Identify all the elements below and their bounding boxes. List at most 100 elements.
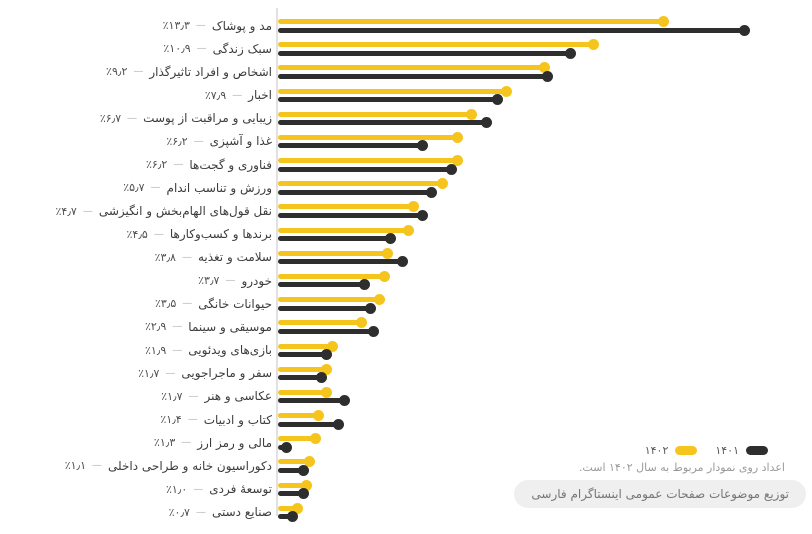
category-label: کتاب و ادبیات [203, 412, 272, 427]
category-label: مد و پوشاک [211, 18, 272, 33]
bar-1402 [278, 155, 463, 167]
value-label: ٪۱٫۹ [144, 343, 167, 357]
bar-1401 [278, 140, 428, 152]
label-dash: — [193, 135, 204, 147]
bar-1402-dot-icon [356, 317, 368, 329]
label-dash: — [195, 506, 206, 518]
bar-1401-dot-icon [480, 117, 492, 129]
bar-1402-dot-icon [402, 224, 414, 236]
row-label: حیوانات خانگی — ٪۳٫۵ [155, 292, 272, 315]
legend-swatch-1402-icon [675, 446, 698, 455]
row-label: اشخاص و افراد تاثیرگذار — ٪۹٫۲ [106, 60, 272, 83]
row-label: برندها و کسب‌وکارها — ٪۴٫۵ [127, 223, 272, 246]
bar-1402-dot-icon [588, 39, 600, 51]
bar-1401-dot-icon [364, 302, 376, 314]
bar-1402 [278, 62, 550, 74]
category-label: صنایع دستی [211, 505, 272, 520]
bar-1402 [278, 410, 324, 422]
bar-1402 [278, 178, 449, 190]
bar-1402 [278, 456, 315, 468]
bar-1401-dot-icon [738, 24, 750, 36]
value-label: ٪۳٫۸ [154, 250, 176, 264]
bar-1401-dot-icon [425, 186, 437, 198]
bar-1401-dot-icon [298, 488, 310, 500]
category-label: حیوانات خانگی [198, 296, 272, 311]
legend-item-1401: ۱۴۰۱ [715, 444, 768, 457]
bar-1402-dot-icon [373, 294, 385, 306]
label-dash: — [187, 414, 198, 426]
bar-1401-dot-icon [492, 94, 504, 106]
bar-1401 [278, 24, 750, 36]
bar-1401-dot-icon [332, 418, 344, 430]
bar-1401 [278, 256, 408, 268]
bar-1401 [278, 209, 428, 221]
legend-item-1402: ۱۴۰۲ [645, 444, 698, 457]
bar-1402-dot-icon [327, 340, 339, 352]
bar-1402 [278, 502, 304, 514]
label-dash: — [173, 159, 184, 171]
bar-1402 [278, 317, 368, 329]
bar-1401 [278, 372, 327, 384]
bar-1402-dot-icon [303, 456, 315, 468]
axis-line [276, 8, 278, 516]
bar-1402-dot-icon [309, 433, 321, 445]
bar-1401 [278, 233, 397, 245]
bar-1401 [278, 349, 333, 361]
row-label: ورزش و تناسب اندام — ٪۵٫۷ [123, 176, 272, 199]
chart-title-badge: توزیع موضوعات صفحات عمومی اینستاگرام فار… [514, 480, 806, 508]
bar-1402-dot-icon [382, 247, 394, 259]
bar-1401-dot-icon [286, 511, 298, 523]
label-dash: — [165, 367, 176, 379]
value-label: ٪۱٫۱ [64, 459, 87, 473]
category-label: سفر و ماجراجویی [181, 366, 272, 381]
row-label: سفر و ماجراجویی — ٪۱٫۷ [138, 362, 272, 385]
label-dash: — [82, 205, 93, 217]
value-label: ٪۲٫۹ [144, 320, 167, 334]
row-label: توسعهٔ فردی — ٪۱٫۰ [166, 478, 272, 501]
value-label: ٪۱٫۳ [153, 436, 176, 450]
bar-1401-dot-icon [541, 70, 553, 82]
bar-1402-dot-icon [408, 201, 420, 213]
label-dash: — [172, 321, 183, 333]
bar-1401-dot-icon [385, 233, 397, 245]
value-label: ٪۰٫۷ [168, 505, 190, 519]
bar-1401 [278, 488, 310, 500]
value-label: ٪۱٫۷ [138, 366, 160, 380]
bar-1402 [278, 247, 394, 259]
legend-swatch-1401-icon [746, 446, 768, 455]
bar-1401-dot-icon [564, 47, 576, 59]
bar-1402 [278, 16, 669, 27]
bar-1401 [278, 511, 298, 523]
bar-1401 [278, 70, 553, 82]
bar-1401 [278, 418, 344, 430]
label-dash: — [196, 43, 207, 55]
bar-1402 [278, 479, 312, 491]
category-label: خودرو [241, 273, 272, 288]
bar-1402 [278, 363, 333, 375]
value-label: ٪۳٫۵ [154, 297, 177, 311]
label-dash: — [127, 112, 138, 124]
chart-note: اعداد روی نمودار مربوط به سال ۱۴۰۲ است. [578, 461, 785, 474]
value-label: ٪۴٫۷ [55, 204, 77, 218]
label-dash: — [193, 483, 204, 495]
bar-1401 [278, 117, 492, 129]
label-dash: — [172, 344, 183, 356]
bar-1402 [278, 340, 339, 352]
row-label: اخبار — ٪۷٫۹ [205, 84, 272, 107]
category-label: اشخاص و افراد تاثیرگذار [149, 64, 272, 79]
bar-1401 [278, 94, 504, 106]
legend: ۱۴۰۱ ۱۴۰۲ [645, 444, 768, 457]
row-label: غذا و آشپزی — ٪۶٫۲ [166, 130, 272, 153]
bar-1402-dot-icon [538, 62, 550, 74]
bar-1402 [278, 39, 600, 51]
bar-1401 [278, 302, 376, 314]
row-label: سبک زندگی — ٪۱۰٫۹ [163, 37, 272, 60]
row-label: موسیقی و سینما — ٪۲٫۹ [145, 315, 272, 338]
category-label: نقل قول‌های الهام‌بخش و انگیزشی [98, 204, 272, 219]
value-label: ٪۵٫۷ [123, 181, 145, 195]
bar-1401 [278, 395, 350, 407]
bar-1401 [278, 464, 310, 476]
bar-1402 [278, 108, 478, 120]
value-label: ٪۱٫۷ [161, 389, 183, 403]
category-label: سبک زندگی [212, 41, 272, 56]
